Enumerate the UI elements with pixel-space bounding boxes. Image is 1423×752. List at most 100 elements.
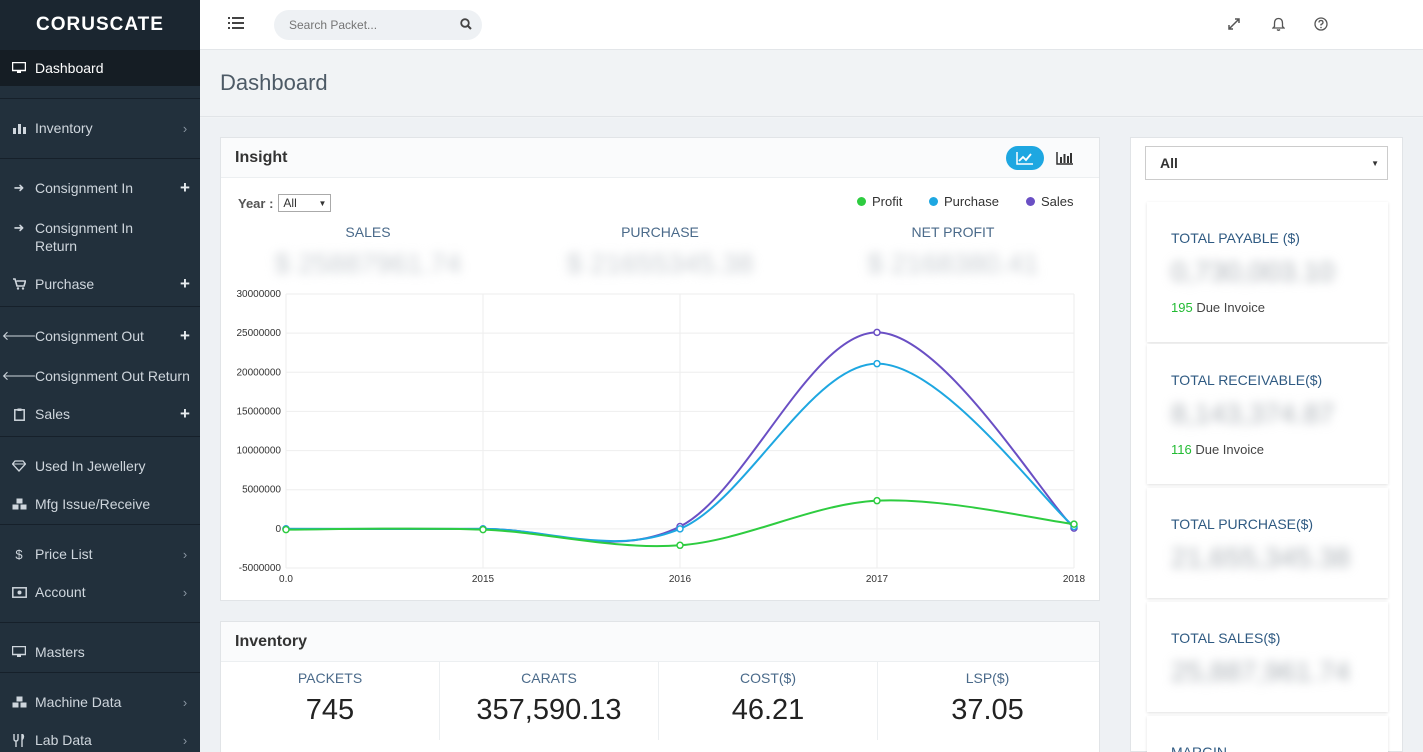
sidebar-item-masters[interactable]: Masters bbox=[0, 634, 200, 670]
inventory-packets: PACKETS 745 bbox=[221, 662, 440, 740]
legend-label: Profit bbox=[872, 194, 903, 209]
sidebar-item-label: Lab Data bbox=[35, 732, 92, 748]
search-box bbox=[274, 10, 482, 40]
due-invoice-link[interactable]: 116 Due Invoice bbox=[1171, 442, 1388, 457]
data-point-profit bbox=[873, 496, 881, 505]
sidebar-divider bbox=[0, 158, 200, 159]
plus-icon[interactable]: + bbox=[180, 178, 190, 197]
sidebar-item-label: Price List bbox=[35, 546, 93, 562]
plus-icon[interactable]: + bbox=[180, 274, 190, 293]
search-input[interactable] bbox=[289, 18, 449, 32]
money-icon bbox=[11, 586, 27, 598]
sidebar-item-price-list[interactable]: $ Price List › bbox=[0, 536, 200, 572]
fullscreen-icon[interactable] bbox=[1225, 15, 1243, 33]
card-label: TOTAL SALES($) bbox=[1171, 630, 1281, 646]
inventory-panel: Inventory PACKETS 745 CARATS 357,590.13 … bbox=[220, 621, 1100, 752]
due-text: Due Invoice bbox=[1191, 442, 1264, 457]
bar-chart-icon bbox=[11, 123, 27, 134]
monitor-icon bbox=[11, 62, 27, 74]
bar-chart-toggle[interactable] bbox=[1053, 146, 1077, 170]
cart-icon bbox=[11, 278, 27, 290]
y-tick-label: 10000000 bbox=[237, 446, 282, 457]
legend-item-sales[interactable]: Sales bbox=[1026, 194, 1074, 209]
due-invoice-link[interactable]: 195 Due Invoice bbox=[1171, 300, 1388, 315]
insight-title: Insight bbox=[221, 138, 1099, 178]
sidebar-item-mfg-issue-receive[interactable]: Mfg Issue/Receive bbox=[0, 486, 200, 522]
sidebar-item-purchase[interactable]: Purchase + bbox=[0, 266, 200, 302]
sidebar-item-account[interactable]: Account › bbox=[0, 574, 200, 610]
inventory-label: LSP($) bbox=[965, 670, 1010, 686]
summary-filter-select[interactable]: All ▼ bbox=[1145, 146, 1388, 180]
caret-down-icon: ▼ bbox=[1371, 158, 1379, 168]
bell-icon[interactable] bbox=[1269, 15, 1287, 33]
plus-icon[interactable]: + bbox=[180, 326, 190, 345]
sidebar-item-consignment-in[interactable]: ➜ Consignment In + bbox=[0, 170, 200, 206]
sidebar-item-label: Used In Jewellery bbox=[35, 458, 146, 474]
sidebar-item-label: Sales bbox=[35, 406, 71, 422]
card-label: MARGIN bbox=[1171, 744, 1227, 752]
kpi-label: SALES bbox=[345, 224, 391, 240]
sidebar-item-label: Machine Data bbox=[35, 694, 122, 710]
summary-panel: All ▼ TOTAL PAYABLE ($) 0,730,003.10 195… bbox=[1130, 137, 1403, 752]
kpi-value: $ 21655345.38 bbox=[566, 248, 754, 279]
x-tick-label: 2016 bbox=[669, 574, 692, 585]
brand-logo[interactable]: CORUSCATE bbox=[0, 0, 200, 50]
page-title: Dashboard bbox=[220, 70, 328, 95]
data-point-profit bbox=[676, 541, 684, 550]
card-total-receivable: TOTAL RECEIVABLE($) 8,143,374.87 116 Due… bbox=[1147, 344, 1388, 484]
sidebar-divider bbox=[0, 98, 200, 99]
card-value: 25,887,961.74 bbox=[1171, 656, 1351, 687]
monitor-icon bbox=[11, 646, 27, 658]
menu-toggle-icon[interactable] bbox=[228, 16, 246, 32]
year-select[interactable]: All ▼ bbox=[278, 194, 332, 212]
card-value: 8,143,374.87 bbox=[1171, 398, 1335, 429]
sidebar-item-label: Inventory bbox=[35, 120, 93, 136]
chevron-right-icon: › bbox=[182, 546, 188, 562]
kpi-purchase: PURCHASE $ 21655345.38 bbox=[540, 224, 780, 280]
sidebar-item-consignment-out-return[interactable]: 🡐 Consignment Out Return bbox=[0, 358, 200, 394]
search-icon[interactable] bbox=[460, 17, 472, 35]
sidebar-item-inventory[interactable]: Inventory › bbox=[0, 110, 200, 146]
arrow-right-icon: ➜ bbox=[13, 220, 25, 235]
page-header: Dashboard bbox=[200, 51, 1423, 117]
caret-down-icon: ▼ bbox=[318, 198, 327, 208]
due-count: 195 bbox=[1171, 300, 1193, 315]
cubes-icon bbox=[11, 696, 27, 708]
y-tick-label: 0 bbox=[275, 524, 281, 535]
kpi-net-profit: NET PROFIT $ 2168380.41 bbox=[833, 224, 1073, 280]
sidebar-item-consignment-out[interactable]: 🡐 Consignment Out + bbox=[0, 318, 200, 354]
arrow-right-icon: ➜ bbox=[13, 180, 25, 195]
help-icon[interactable] bbox=[1312, 15, 1330, 33]
insight-line-chart: 30000000 25000000 20000000 15000000 10000000… bbox=[237, 289, 1086, 585]
legend-item-profit[interactable]: Profit bbox=[857, 194, 902, 209]
sidebar-item-consignment-in-return[interactable]: ➜ Consignment In Return bbox=[0, 219, 200, 255]
data-point-profit bbox=[282, 525, 290, 534]
sidebar-item-lab-data[interactable]: Lab Data › bbox=[0, 722, 200, 752]
card-total-sales: TOTAL SALES($) 25,887,961.74 bbox=[1147, 602, 1388, 712]
plus-icon[interactable]: + bbox=[180, 404, 190, 423]
data-point-profit bbox=[1070, 520, 1078, 528]
arrow-left-icon: 🡐 bbox=[1, 368, 37, 383]
chevron-right-icon: › bbox=[182, 584, 188, 600]
summary-filter-value: All bbox=[1160, 155, 1178, 171]
sidebar-item-label: Consignment Out Return bbox=[35, 368, 190, 384]
sidebar-item-label: Masters bbox=[35, 644, 85, 660]
insight-panel: Insight Year : All ▼ Profit Purchase Sal… bbox=[220, 137, 1100, 601]
x-tick-label: 0.0 bbox=[279, 574, 293, 585]
legend-dot bbox=[1026, 197, 1035, 206]
legend-item-purchase[interactable]: Purchase bbox=[929, 194, 999, 209]
due-text: Due Invoice bbox=[1192, 300, 1265, 315]
sidebar-item-dashboard[interactable]: Dashboard bbox=[0, 50, 200, 86]
inventory-value: 357,590.13 bbox=[476, 694, 622, 726]
sidebar-item-sales[interactable]: Sales + bbox=[0, 396, 200, 432]
year-select-value: All bbox=[283, 196, 297, 210]
kpi-label: NET PROFIT bbox=[911, 224, 995, 240]
sidebar-item-used-in-jewellery[interactable]: Used In Jewellery bbox=[0, 448, 200, 484]
sidebar-item-machine-data[interactable]: Machine Data › bbox=[0, 684, 200, 720]
line-chart-toggle[interactable] bbox=[1006, 146, 1044, 170]
arrow-left-icon: 🡐 bbox=[1, 328, 37, 343]
sidebar-item-label: Dashboard bbox=[35, 60, 104, 76]
y-tick-label: 15000000 bbox=[237, 406, 282, 417]
x-tick-label: 2017 bbox=[866, 574, 889, 585]
kpi-value: $ 25887961.74 bbox=[274, 248, 462, 279]
